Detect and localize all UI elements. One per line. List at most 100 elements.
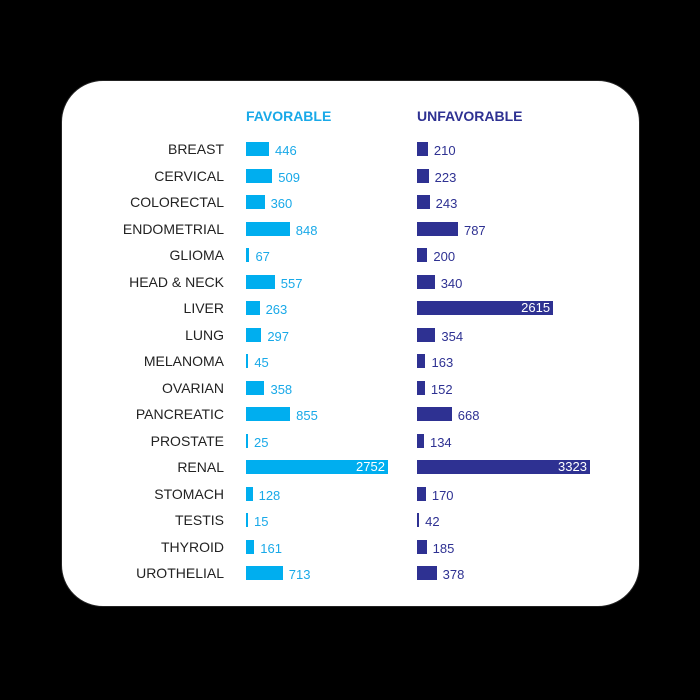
table-row: GLIOMA 67 200 <box>0 245 700 265</box>
unfavorable-bar <box>417 513 420 527</box>
favorable-bar <box>246 142 269 156</box>
unfavorable-bar <box>417 354 426 368</box>
unfavorable-bar <box>417 460 590 474</box>
value-label: 170 <box>431 487 454 503</box>
value-label: 340 <box>440 275 463 291</box>
value-label: 243 <box>435 196 458 211</box>
value-label: 855 <box>296 408 318 423</box>
favorable-bar <box>246 168 273 183</box>
favorable-bar <box>246 460 388 474</box>
table-row: UROTHELIAL 713 378 <box>0 563 700 583</box>
value-label: 848 <box>295 222 318 238</box>
value-label: 557 <box>280 275 303 291</box>
value-label: 15 <box>254 514 269 529</box>
category-label: ENDOMETRIAL <box>122 220 224 237</box>
favorable-bar <box>246 380 265 395</box>
category-label: CERVICAL <box>154 167 224 184</box>
table-row: TESTIS 15 42 <box>0 510 700 530</box>
value-label: 161 <box>260 540 282 556</box>
table-row: ENDOMETRIAL 848 787 <box>0 219 700 239</box>
favorable-bar <box>246 486 253 501</box>
value-label: 67 <box>255 249 270 264</box>
favorable-bar <box>246 248 250 262</box>
unfavorable-header: UNFAVORABLE <box>417 108 523 124</box>
unfavorable-bar <box>417 168 429 183</box>
unfavorable-bar <box>417 248 428 262</box>
value-label: 152 <box>430 381 453 397</box>
chart-card <box>61 80 640 607</box>
favorable-bar <box>246 539 255 554</box>
unfavorable-bar <box>417 566 437 580</box>
favorable-bar <box>246 221 290 236</box>
table-row: PROSTATE 25 134 <box>0 431 700 451</box>
table-row: CERVICAL 509 223 <box>0 166 700 186</box>
value-label: 3323 <box>558 459 587 474</box>
value-label: 163 <box>431 355 454 370</box>
table-row: PANCREATIC 855 668 <box>0 404 700 424</box>
table-row: LUNG 297 354 <box>0 325 700 345</box>
table-row: RENAL 2752 3323 <box>0 457 700 477</box>
value-label: 360 <box>270 196 293 211</box>
category-label: MELANOMA <box>143 353 224 369</box>
value-label: 2752 <box>356 459 385 474</box>
table-row: BREAST 446 210 <box>0 139 700 159</box>
unfavorable-bar <box>417 327 436 342</box>
value-label: 185 <box>432 540 455 556</box>
favorable-bar <box>246 407 291 421</box>
category-label: COLORECTAL <box>130 194 224 210</box>
table-row: MELANOMA 45 163 <box>0 351 700 371</box>
unfavorable-bar <box>417 142 428 156</box>
category-label: HEAD & NECK <box>129 273 224 290</box>
category-label: LIVER <box>183 300 224 316</box>
favorable-bar <box>246 513 248 527</box>
category-label: BREAST <box>167 141 224 157</box>
value-label: 446 <box>275 143 297 158</box>
category-label: TESTIS <box>174 512 224 528</box>
category-label: RENAL <box>177 459 224 475</box>
table-row: STOMACH 128 170 <box>0 484 700 504</box>
table-row: LIVER 263 2615 <box>0 298 700 318</box>
category-label: PROSTATE <box>150 432 224 449</box>
category-label: THYROID <box>161 538 224 555</box>
unfavorable-bar <box>417 486 426 501</box>
unfavorable-bar <box>417 221 458 236</box>
favorable-bar <box>246 195 265 209</box>
category-label: UROTHELIAL <box>136 565 224 581</box>
favorable-bar <box>246 566 283 580</box>
favorable-bar <box>246 301 260 315</box>
value-label: 297 <box>267 328 290 344</box>
value-label: 25 <box>254 434 269 450</box>
favorable-bar <box>246 433 248 448</box>
unfavorable-bar <box>417 301 554 315</box>
category-label: OVARIAN <box>162 379 224 396</box>
value-label: 45 <box>254 355 269 370</box>
value-label: 210 <box>433 143 456 158</box>
category-label: STOMACH <box>154 485 224 502</box>
category-label: GLIOMA <box>169 247 224 263</box>
favorable-header: FAVORABLE <box>246 108 332 124</box>
value-label: 2615 <box>521 300 551 315</box>
table-row: COLORECTAL 360 243 <box>0 192 700 212</box>
value-label: 200 <box>433 249 456 264</box>
value-label: 787 <box>463 222 486 238</box>
unfavorable-bar <box>417 539 427 554</box>
unfavorable-bar <box>417 433 424 448</box>
value-label: 223 <box>434 169 457 185</box>
value-label: 42 <box>425 514 440 529</box>
table-row: THYROID 161 185 <box>0 537 700 557</box>
value-label: 263 <box>265 302 288 317</box>
unfavorable-bar <box>417 407 452 421</box>
unfavorable-bar <box>417 380 425 395</box>
table-row: OVARIAN 358 152 <box>0 378 700 398</box>
table-row: HEAD & NECK 557 340 <box>0 272 700 292</box>
unfavorable-bar <box>417 195 430 209</box>
category-label: LUNG <box>185 326 224 343</box>
value-label: 713 <box>288 567 311 582</box>
value-label: 668 <box>457 408 480 423</box>
favorable-bar <box>246 274 275 289</box>
value-label: 128 <box>258 487 281 503</box>
value-label: 378 <box>442 567 465 582</box>
value-label: 509 <box>278 169 300 185</box>
unfavorable-bar <box>417 274 435 289</box>
favorable-bar <box>246 354 249 368</box>
